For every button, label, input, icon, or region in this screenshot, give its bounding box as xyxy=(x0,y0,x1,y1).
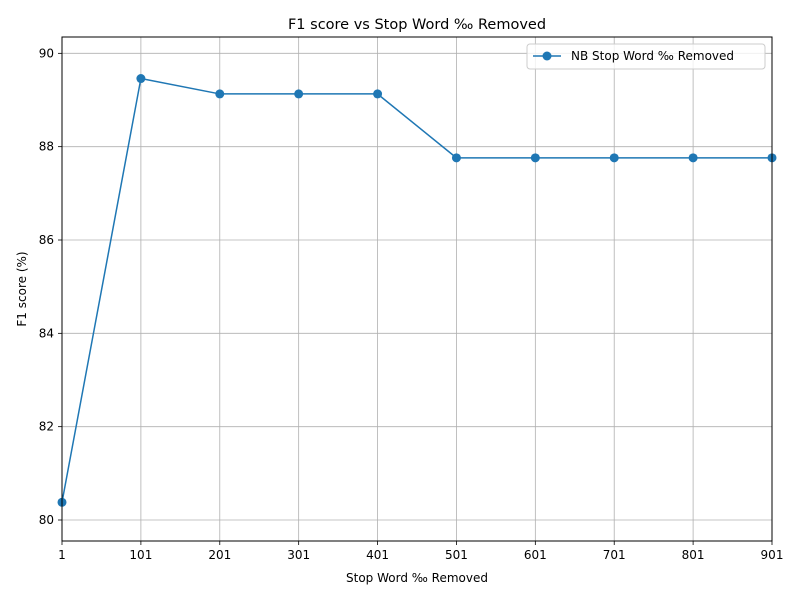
data-point xyxy=(373,89,383,99)
data-point xyxy=(215,89,225,99)
data-point xyxy=(451,153,461,163)
legend-entry-label: NB Stop Word ‰ Removed xyxy=(571,49,734,63)
chart-title: F1 score vs Stop Word ‰ Removed xyxy=(288,17,546,33)
x-tick-label: 701 xyxy=(603,548,626,562)
y-tick-label: 80 xyxy=(39,513,54,527)
y-axis-label: F1 score (%) xyxy=(15,251,29,326)
x-tick-label: 501 xyxy=(445,548,468,562)
y-tick-label: 88 xyxy=(39,140,54,154)
x-tick-label: 101 xyxy=(129,548,152,562)
x-tick-label: 201 xyxy=(208,548,231,562)
series-layer xyxy=(57,74,777,507)
series-line xyxy=(61,77,772,503)
y-tick-label: 82 xyxy=(39,420,54,434)
grid xyxy=(61,37,773,541)
legend-box xyxy=(526,43,766,70)
y-tick-label: 86 xyxy=(39,233,54,247)
y-tick-label: 84 xyxy=(39,326,54,340)
legend: NB Stop Word ‰ Removed xyxy=(526,43,766,70)
data-point xyxy=(609,153,619,163)
data-point xyxy=(688,153,698,163)
legend-marker-swatch xyxy=(542,51,552,61)
axes: 1 101 201 301 401 501 601 701 801 901 80 82 84 86 88 90 xyxy=(39,46,784,562)
x-tick-label: 1 xyxy=(58,548,66,562)
x-tick-label: 901 xyxy=(761,548,784,562)
y-tick-label: 90 xyxy=(39,46,54,60)
x-tick-label: 401 xyxy=(366,548,389,562)
data-point xyxy=(294,89,304,99)
x-tick-label: 801 xyxy=(682,548,705,562)
x-tick-label: 301 xyxy=(287,548,310,562)
data-point xyxy=(136,74,146,84)
data-point xyxy=(530,153,540,163)
plot-frame xyxy=(61,36,773,542)
x-tick-label: 601 xyxy=(524,548,547,562)
x-axis-label: Stop Word ‰ Removed xyxy=(346,571,488,585)
